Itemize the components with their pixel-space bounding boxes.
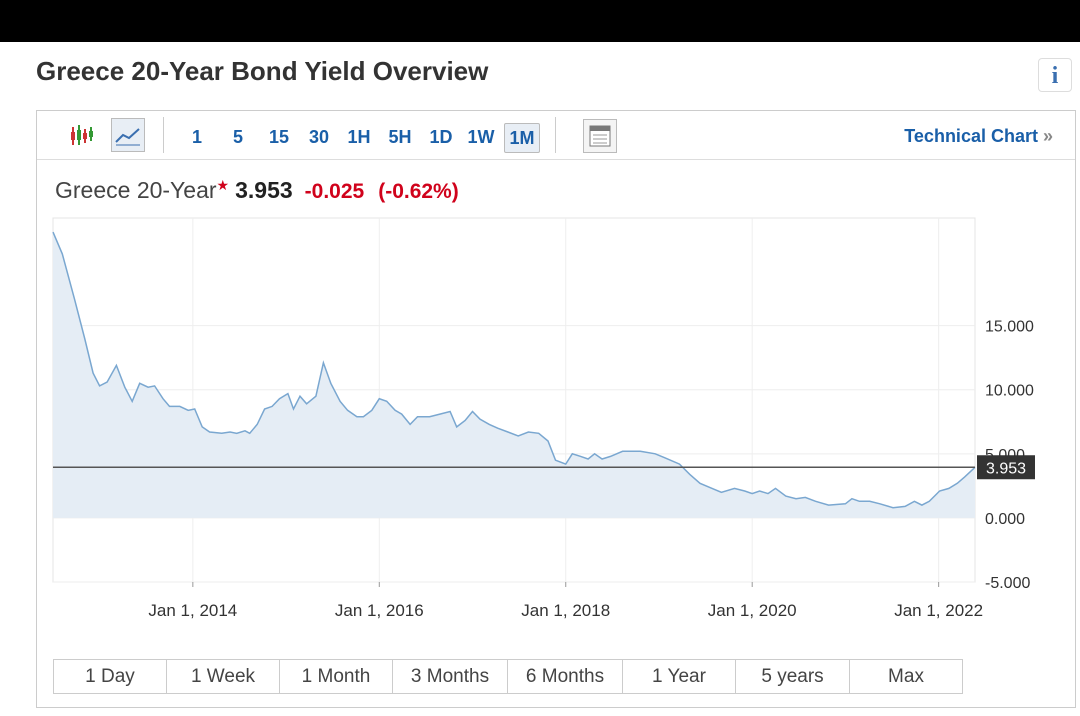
interval-button[interactable]: 1H [347,127,371,147]
range-button[interactable]: 1 Day [54,660,167,693]
x-tick-label: Jan 1, 2018 [521,601,610,620]
change: -0.025 [304,180,365,203]
range-button[interactable]: Max [888,666,924,687]
plot-area [52,217,976,583]
range-button[interactable]: 5 years [736,660,850,693]
interval-button[interactable]: 30 [308,127,330,147]
line [52,231,976,509]
range-button[interactable]: 6 Months [508,660,623,693]
x-tick-label: Jan 1, 2014 [148,601,237,620]
interval-button[interactable]: 1M [504,123,540,153]
range-button[interactable]: 1 Year [623,660,736,693]
interval-button[interactable]: 1D [429,127,453,147]
technical-chart-link[interactable]: Technical Chart » [904,123,1053,149]
x-tick-label: Jan 1, 2016 [335,601,424,620]
price-tag: 3.953 [986,460,1026,477]
page-title: Greece 20-Year Bond Yield Overview [36,56,489,86]
link-arrow: » [1042,126,1053,146]
range-button[interactable]: 1 Week [167,660,280,693]
y-tick-label: 0.000 [985,511,1025,528]
y-tick-label: 10.000 [985,383,1034,400]
line-icon[interactable] [111,118,145,152]
y-tick-label: -5.000 [985,575,1030,592]
interval-button[interactable]: 1W [467,127,495,147]
interval-button[interactable]: 15 [268,127,290,147]
quote: Greece 20-Year★ 3.953 -0.025 (-0.62%) [55,177,459,203]
interval-button[interactable]: 5 [232,127,243,147]
instrument-name: Greece 20-Year [55,177,217,203]
interval-button[interactable]: 5H [388,127,412,147]
link-text: Technical Chart [904,126,1038,146]
range-button[interactable]: 1 Month [280,660,393,693]
area-fill [53,232,975,518]
chart-panel: 1 5 15 30 1H 5H 1D 1W 1M Technical Chart » Greec… [36,110,1076,708]
table-icon[interactable] [583,119,617,153]
status-bar [0,0,1080,42]
x-tick-label: Jan 1, 2020 [708,601,797,620]
price: 3.953 [235,177,293,203]
range-button[interactable]: 3 Months [393,660,508,693]
y-tick-label: 15.000 [985,319,1034,336]
candle-icon[interactable] [67,123,97,149]
price-tag-bg [977,455,1035,480]
change-percent: (-0.62%) [378,180,459,203]
info-button[interactable]: i [1038,58,1072,92]
x-tick-label: Jan 1, 2022 [894,601,983,620]
toolbar: 1 5 15 30 1H 5H 1D 1W 1M Technical Chart » [37,111,1075,160]
interval-button[interactable]: 1 [191,127,202,147]
range-selector: 1 Day 1 Week 1 Month 3 Months 6 Months 1 Year… [53,659,963,694]
